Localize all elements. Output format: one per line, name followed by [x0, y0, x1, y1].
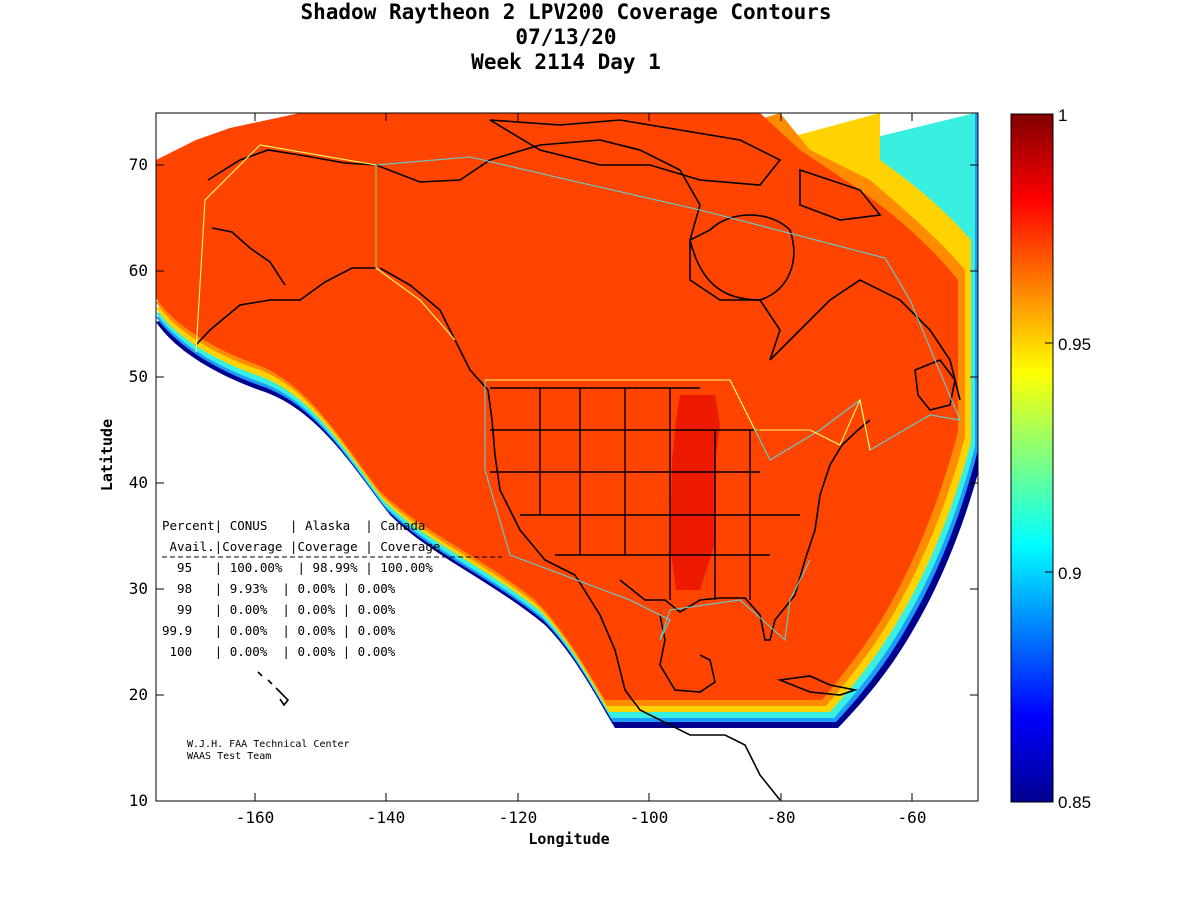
- alaska-coast: [195, 149, 377, 346]
- coverage-contour-main: [156, 113, 958, 700]
- plot-frame: [155, 112, 979, 802]
- newfoundland: [914, 359, 956, 411]
- table-header: Avail.|Coverage |Coverage | Coverage: [162, 539, 440, 554]
- colorbar-label: 0.85: [1058, 793, 1091, 812]
- x-tick-label: -60: [898, 808, 927, 827]
- x-tick-labels: -160 -140 -120 -100 -80 -60: [236, 808, 927, 827]
- coastlines: [195, 119, 961, 801]
- x-tick-label: -160: [236, 808, 275, 827]
- y-tick-label: 10: [129, 791, 148, 810]
- y-axis-label: Latitude: [98, 419, 116, 491]
- title-block: Shadow Raytheon 2 LPV200 Coverage Contou…: [0, 0, 1132, 75]
- chart-date: 07/13/20: [515, 25, 617, 49]
- coverage-table: Percent| CONUS | Alaska | Canada Avail.|…: [162, 518, 502, 659]
- caribbean-islands: [776, 675, 859, 696]
- y-tick-labels: 10 20 30 40 50 60 70: [129, 155, 148, 810]
- colorbar-label: 0.9: [1058, 564, 1082, 583]
- y-tick-label: 50: [129, 367, 148, 386]
- mexico-coast: [659, 614, 716, 693]
- table-row: 95 | 100.00% | 98.99% | 100.00%: [162, 560, 433, 575]
- credit: W.J.H. FAA Technical Center WAAS Test Te…: [187, 739, 350, 762]
- gulf-coast: [619, 419, 871, 641]
- y-tick-label: 30: [129, 579, 148, 598]
- credit-line: WAAS Test Team: [187, 751, 271, 762]
- service-boundaries: [195, 144, 961, 642]
- colorbar-label: 0.95: [1058, 335, 1091, 354]
- hawaii-islands: [257, 671, 290, 707]
- table-row: 99.9 | 0.00% | 0.00% | 0.00%: [162, 623, 396, 638]
- west-coast: [379, 267, 781, 801]
- credit-line: W.J.H. FAA Technical Center: [187, 739, 350, 750]
- colorbar: [1010, 113, 1054, 803]
- table-row: 99 | 0.00% | 0.00% | 0.00%: [162, 602, 396, 617]
- map-layer: [156, 113, 978, 801]
- y-tick-label: 40: [129, 473, 148, 492]
- table-row: 100 | 0.00% | 0.00% | 0.00%: [162, 644, 396, 659]
- arctic-islands: [489, 119, 882, 221]
- colorbar-tick-labels: 1 0.95 0.9 0.85: [1058, 106, 1091, 812]
- x-tick-label: -80: [767, 808, 796, 827]
- x-tick-label: -100: [630, 808, 669, 827]
- canada-arctic-coast: [375, 139, 961, 401]
- x-axis-label: Longitude: [528, 830, 609, 848]
- y-tick-label: 70: [129, 155, 148, 174]
- x-tick-label: -140: [367, 808, 406, 827]
- y-tick-label: 60: [129, 261, 148, 280]
- colorbar-ticks: [1045, 342, 1053, 573]
- chart-title: Shadow Raytheon 2 LPV200 Coverage Contou…: [300, 0, 832, 24]
- colorbar-label: 1: [1058, 106, 1067, 125]
- x-tick-label: -120: [499, 808, 538, 827]
- state-borders: [490, 387, 800, 600]
- coverage-high-region: [670, 395, 720, 590]
- x-ticks: [254, 113, 913, 801]
- table-header: Percent| CONUS | Alaska | Canada: [162, 518, 425, 533]
- y-ticks: [156, 164, 978, 802]
- chart-week: Week 2114 Day 1: [471, 50, 661, 74]
- y-tick-label: 20: [129, 685, 148, 704]
- hudson-bay: [689, 214, 795, 301]
- table-row: 98 | 9.93% | 0.00% | 0.00%: [162, 581, 396, 596]
